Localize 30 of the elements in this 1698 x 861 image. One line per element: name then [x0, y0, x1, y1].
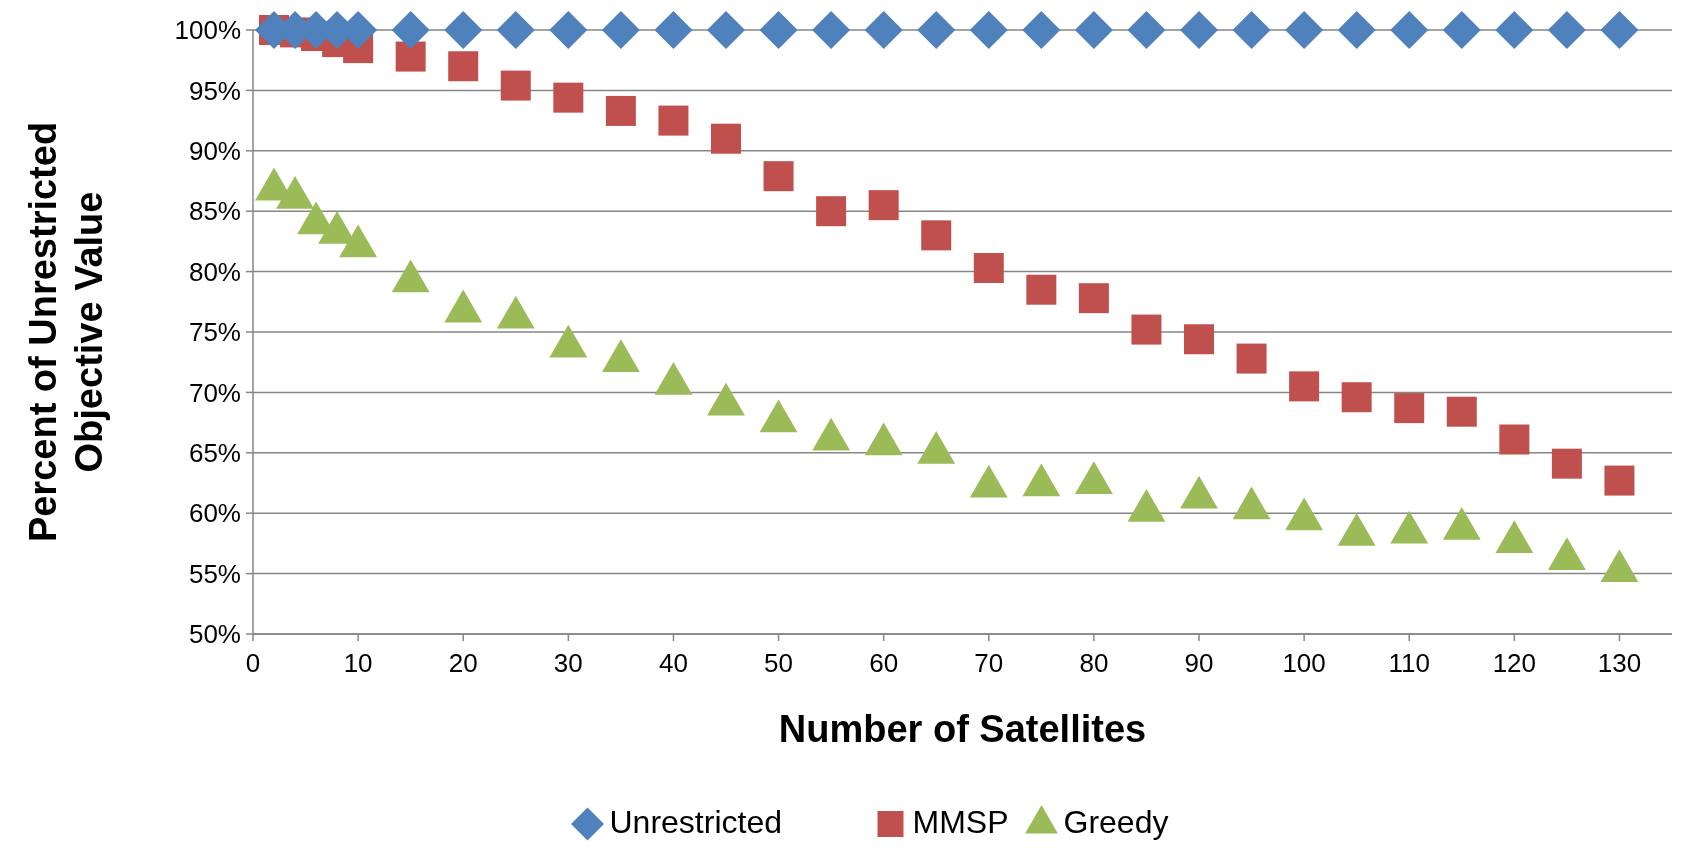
y-tick-label: 65% — [188, 437, 241, 468]
legend-label: Greedy — [1063, 804, 1169, 840]
y-axis-title: Percent of Unrestricted Objective Value — [22, 121, 110, 543]
x-tick-label: 40 — [658, 648, 688, 678]
y-tick-label: 50% — [188, 619, 241, 650]
y-tick-label: 100% — [174, 15, 241, 46]
x-tick-label: 80 — [1079, 648, 1109, 678]
x-tick-label: 100 — [1282, 648, 1326, 678]
y-tick-label: 70% — [188, 377, 241, 408]
x-axis-title: Number of Satellites — [778, 708, 1147, 750]
x-tick-label: 20 — [448, 648, 478, 678]
y-tick-label: 80% — [188, 256, 241, 287]
y-tick-label: 75% — [188, 317, 241, 348]
y-tick-label: 60% — [188, 498, 241, 529]
x-tick-label: 50 — [764, 648, 794, 678]
x-tick-label: 30 — [553, 648, 583, 678]
x-tick-label: 0 — [245, 648, 261, 678]
x-tick-label: 90 — [1184, 648, 1214, 678]
x-tick-label: 110 — [1388, 648, 1430, 678]
x-tick-label: 70 — [974, 648, 1004, 678]
y-tick-label: 90% — [188, 135, 241, 166]
legend-label: Unrestricted — [609, 804, 782, 840]
y-tick-label: 95% — [188, 75, 241, 106]
y-tick-label: 85% — [188, 196, 241, 227]
x-tick-label: 60 — [869, 648, 899, 678]
x-tick-label: 10 — [343, 648, 373, 678]
x-tick-label: 130 — [1597, 648, 1642, 678]
x-tick-label: 120 — [1492, 648, 1537, 678]
legend-label: MMSP — [912, 804, 1009, 840]
y-tick-label: 55% — [188, 558, 241, 589]
